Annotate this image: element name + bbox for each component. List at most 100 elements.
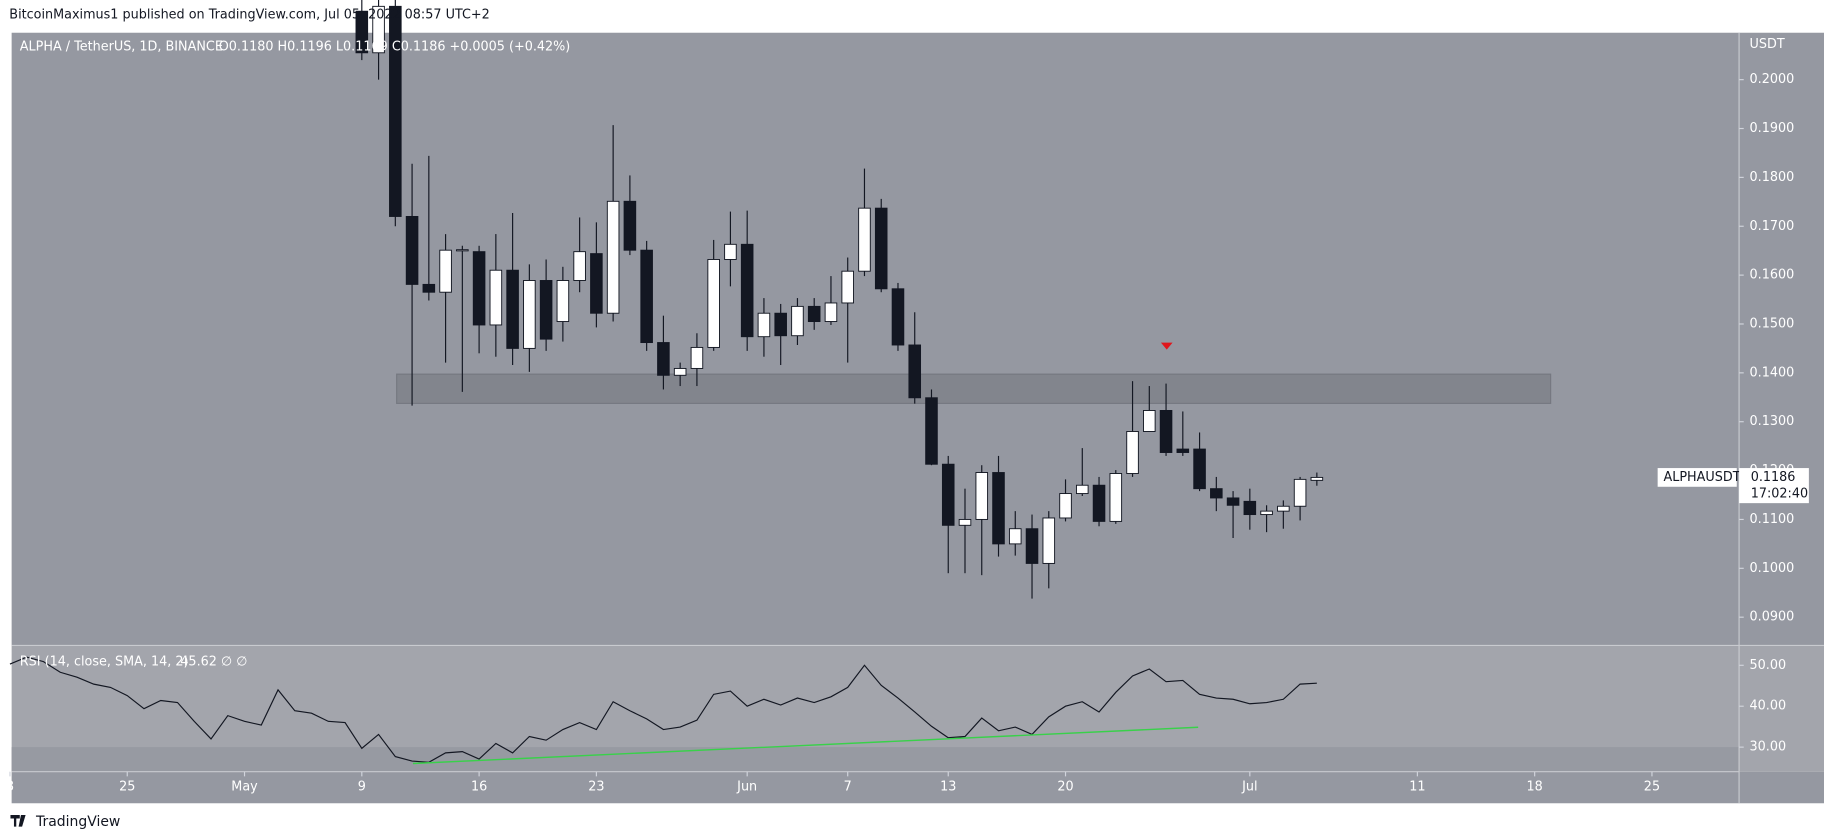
candle-body <box>707 259 720 348</box>
x-tick-label: May <box>231 779 258 794</box>
candle-body <box>807 305 821 323</box>
ohlc-legend: O0.1180 H0.1196 L0.1169 C0.1186 +0.0005 … <box>219 39 571 54</box>
candle-body <box>657 342 670 376</box>
x-tick-label: 20 <box>1057 779 1073 794</box>
candle-body <box>372 5 385 54</box>
candle-body <box>1025 528 1039 564</box>
y-tick-label: 40.00 <box>1750 699 1787 714</box>
symbol-title: ALPHA / TetherUS, 1D, BINANCE <box>20 39 223 54</box>
x-tick-label: 16 <box>471 779 487 794</box>
candle-body <box>1243 500 1257 516</box>
y-tick-label: 0.1600 <box>1750 268 1795 283</box>
candle-body <box>1076 484 1089 495</box>
candle-body <box>1210 488 1223 499</box>
candle-body <box>908 344 922 399</box>
candle-body <box>740 243 754 338</box>
candle-body <box>1059 493 1072 519</box>
candle-body <box>992 472 1005 545</box>
x-tick-label: 11 <box>1409 779 1425 794</box>
candle-body <box>1193 448 1206 490</box>
candle-body <box>556 280 570 323</box>
x-tick-label: 25 <box>119 779 135 794</box>
y-tick-label: 0.1500 <box>1750 316 1795 331</box>
y-tick-label: 50.00 <box>1750 658 1787 673</box>
candle-body <box>489 269 503 326</box>
x-tick-label: Jun <box>736 779 757 794</box>
candle-body <box>774 312 787 337</box>
candle-body <box>958 518 972 526</box>
candle-body <box>439 249 452 293</box>
candle-body <box>1260 510 1273 516</box>
candle-body <box>874 207 888 290</box>
price-label: 0.1186 <box>1751 470 1796 485</box>
price-label-box <box>1739 468 1809 504</box>
x-tick-label: 23 <box>588 779 604 794</box>
candle-body <box>523 280 536 349</box>
candle-body <box>690 346 704 369</box>
price-pane <box>11 32 1824 646</box>
candle-body <box>1126 431 1139 474</box>
candle-body <box>606 200 620 314</box>
y-tick-label: 0.1100 <box>1750 512 1795 527</box>
x-tick-label: 13 <box>940 779 956 794</box>
x-tick-label: 18 <box>1527 779 1543 794</box>
candle-body <box>623 200 637 251</box>
rsi-low-band <box>11 747 1740 772</box>
y-tick-label: 0.1700 <box>1750 219 1795 234</box>
publisher: BitcoinMaximus1 published on TradingView… <box>9 8 489 23</box>
y-tick-label: 0.2000 <box>1750 72 1795 87</box>
price-tag-symbol: ALPHAUSDT <box>1663 470 1740 485</box>
candle-body <box>1176 448 1190 453</box>
candle-body <box>941 463 955 526</box>
x-tick-label: 9 <box>358 779 366 794</box>
candle-body <box>1092 484 1106 522</box>
candle-body <box>389 5 402 217</box>
rsi-value: 45.62 <box>180 654 217 669</box>
support-zone <box>396 373 1552 404</box>
price-tag-box <box>1657 468 1737 487</box>
candle-body <box>791 305 804 337</box>
rsi-trendline <box>412 726 1199 765</box>
candle-body <box>824 302 838 323</box>
candle-body <box>1109 473 1123 522</box>
candle-body <box>1008 528 1022 545</box>
axis-unit: USDT <box>1750 37 1785 52</box>
tv-logo <box>10 814 26 827</box>
rsi-extra: ∅ ∅ <box>221 654 247 669</box>
y-tick-label: 0.1300 <box>1750 414 1795 429</box>
red-arrow <box>1160 342 1173 350</box>
candle-body <box>724 243 737 260</box>
time-axis <box>11 771 1824 804</box>
candle-body <box>1042 517 1056 564</box>
x-tick-label: Jul <box>1241 779 1257 794</box>
candle-body <box>891 288 905 346</box>
candle-body <box>472 251 486 326</box>
candle-body <box>506 269 519 349</box>
y-tick-label: 0.1000 <box>1750 561 1795 576</box>
candle-body <box>539 280 553 340</box>
x-tick-label: 25 <box>1644 779 1660 794</box>
countdown: 17:02:40 <box>1751 486 1808 501</box>
y-tick-label: 0.1900 <box>1750 121 1795 136</box>
candle-body <box>573 251 586 281</box>
candle-body <box>422 283 436 293</box>
candle-body <box>858 207 871 272</box>
rsi-title: RSI (14, close, SMA, 14, 2) <box>20 654 189 669</box>
candle-body <box>590 253 603 314</box>
candle-body <box>673 367 687 376</box>
candle-body <box>405 216 419 285</box>
y-tick-label: 0.1800 <box>1750 170 1795 185</box>
candle-body <box>355 10 369 54</box>
y-tick-label: 30.00 <box>1750 740 1787 755</box>
y-tick-label: 0.0900 <box>1750 610 1795 625</box>
candle-body <box>456 249 469 252</box>
footer-brand: TradingView <box>35 814 120 830</box>
candle-body <box>757 312 771 338</box>
y-tick-label: 0.1400 <box>1750 365 1795 380</box>
candle-body <box>925 397 938 465</box>
candle-body <box>1226 497 1240 506</box>
candle-body <box>1143 410 1156 432</box>
candle-body <box>1277 505 1290 512</box>
candle-body <box>1159 410 1173 453</box>
